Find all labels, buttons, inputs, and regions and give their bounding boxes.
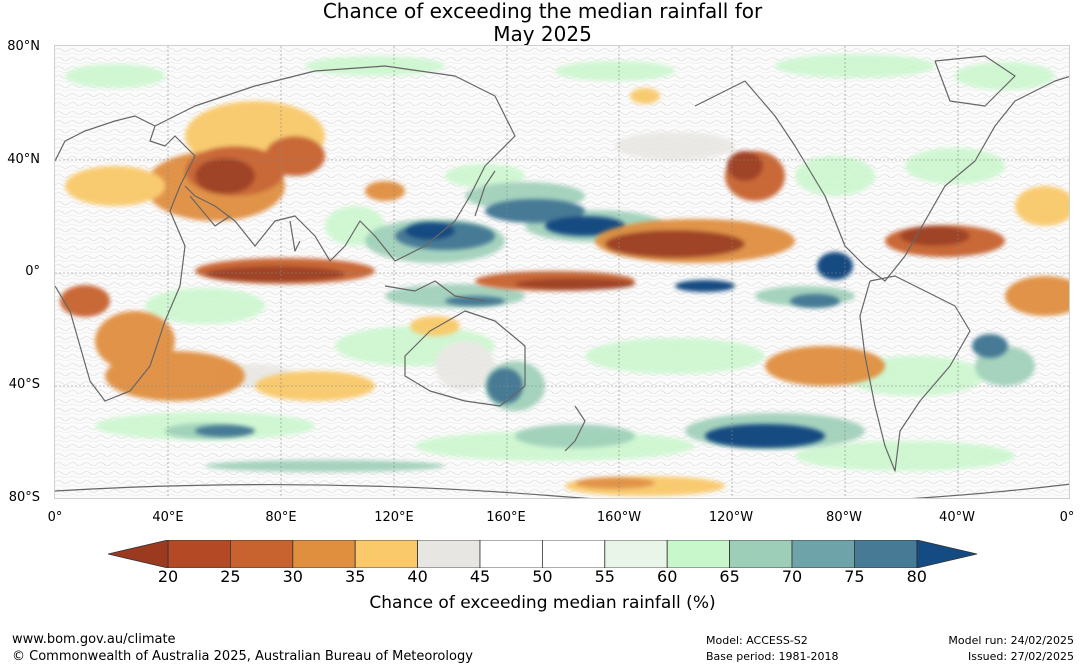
orange-dry-anomalies bbox=[60, 88, 1069, 496]
lat-label-40n: 40°N bbox=[7, 152, 40, 167]
lon-label-160w: 160°W bbox=[596, 510, 642, 525]
colorbar-segment bbox=[854, 540, 918, 568]
rainfall-probability-map bbox=[54, 45, 1070, 499]
colorbar-segment bbox=[541, 540, 606, 568]
colorbar-segment bbox=[230, 540, 294, 568]
colorbar-tick-label: 40 bbox=[407, 567, 428, 586]
colorbar-segment bbox=[729, 540, 793, 568]
colorbar-segment bbox=[292, 540, 356, 568]
colorbar bbox=[108, 540, 978, 568]
lon-label-0-right: 0° bbox=[1059, 510, 1075, 525]
colorbar-tick-label: 65 bbox=[719, 567, 740, 586]
colorbar-tick-label: 45 bbox=[469, 567, 491, 586]
footer-left: www.bom.gov.au/climate © Commonwealth of… bbox=[12, 631, 473, 665]
lat-label-0: 0° bbox=[25, 264, 40, 279]
lat-label-40s: 40°S bbox=[8, 377, 40, 392]
colorbar-tick-label: 60 bbox=[657, 567, 678, 586]
blue-wet-anomalies bbox=[195, 199, 1008, 448]
coastlines bbox=[55, 55, 1069, 498]
colorbar-segment bbox=[479, 540, 543, 568]
map-title: Chance of exceeding the median rainfall … bbox=[0, 0, 1085, 46]
lat-label-80n: 80°N bbox=[7, 39, 40, 54]
lon-label-160e: 160°E bbox=[486, 510, 526, 525]
footer-model-run: Model run: 24/02/2025 bbox=[948, 634, 1074, 647]
title-line-1: Chance of exceeding the median rainfall … bbox=[322, 0, 763, 23]
lon-label-40w: 40°W bbox=[939, 510, 975, 525]
colorbar-segment bbox=[604, 540, 668, 568]
footer-base-period: Base period: 1981-2018 bbox=[706, 650, 839, 663]
footer-dates: Model run: 24/02/2025 Issued: 27/02/2025 bbox=[948, 633, 1074, 665]
colorbar-tick-label: 80 bbox=[906, 567, 927, 586]
title-line-2: May 2025 bbox=[493, 22, 592, 46]
colorbar-tick-label: 35 bbox=[345, 567, 366, 586]
colorbar-segment bbox=[354, 540, 418, 568]
colorbar-tick-label: 70 bbox=[781, 567, 803, 586]
footer-issued: Issued: 27/02/2025 bbox=[967, 650, 1074, 663]
footer-model-info: Model: ACCESS-S2 Base period: 1981-2018 bbox=[706, 633, 838, 665]
colorbar-label: Chance of exceeding median rainfall (%) bbox=[369, 593, 716, 613]
lat-label-80s: 80°S bbox=[8, 490, 40, 505]
colorbar-high-triangle bbox=[916, 540, 978, 568]
graticule bbox=[55, 46, 1069, 498]
lon-label-80e: 80°E bbox=[265, 510, 297, 525]
colorbar-segment bbox=[666, 540, 731, 568]
lon-label-120w: 120°W bbox=[708, 510, 754, 525]
colorbar-segment bbox=[167, 540, 231, 568]
lon-label-0: 0° bbox=[47, 510, 63, 525]
colorbar-tick-label: 25 bbox=[220, 567, 241, 586]
map-canvas bbox=[55, 46, 1069, 498]
colorbar-tick-label: 20 bbox=[157, 567, 179, 586]
footer-url: www.bom.gov.au/climate bbox=[12, 632, 176, 647]
colorbar-tick-label: 50 bbox=[532, 567, 553, 586]
lon-label-80w: 80°W bbox=[826, 510, 862, 525]
colorbar-tick-label: 30 bbox=[282, 567, 303, 586]
footer-model: Model: ACCESS-S2 bbox=[706, 634, 808, 647]
colorbar-low-triangle bbox=[108, 540, 169, 568]
footer-copyright: © Commonwealth of Australia 2025, Austra… bbox=[12, 649, 473, 664]
colorbar-tick-label: 75 bbox=[844, 567, 865, 586]
lon-label-40e: 40°E bbox=[152, 510, 184, 525]
colorbar-tick-label: 55 bbox=[594, 567, 615, 586]
colorbar-segments bbox=[167, 540, 918, 568]
colorbar-segment bbox=[417, 540, 481, 568]
lon-label-120e: 120°E bbox=[374, 510, 414, 525]
colorbar-segment bbox=[791, 540, 855, 568]
